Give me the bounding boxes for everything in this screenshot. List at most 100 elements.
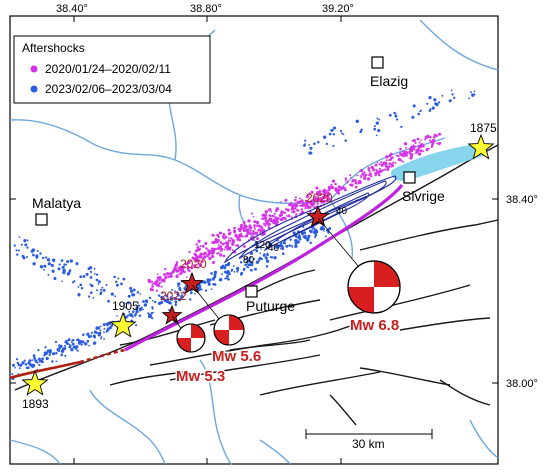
aftershock-dot xyxy=(230,270,233,272)
aftershock-dot xyxy=(300,201,302,204)
aftershock-dot xyxy=(160,281,162,284)
aftershock-dot xyxy=(313,202,316,205)
aftershock-dot xyxy=(344,177,348,180)
aftershock-dot xyxy=(47,273,50,276)
aftershock-dot xyxy=(274,216,277,219)
aftershock-dot xyxy=(300,231,305,236)
aftershock-dot xyxy=(284,198,288,202)
aftershock-dot xyxy=(216,252,219,255)
aftershock-dot xyxy=(435,134,438,138)
aftershock-dot xyxy=(305,194,309,198)
aftershock-dot xyxy=(325,228,330,232)
city-marker-sivrige xyxy=(403,171,416,184)
aftershock-dot xyxy=(129,313,133,317)
aftershock-dot xyxy=(431,138,436,143)
aftershock-dot xyxy=(154,281,157,284)
aftershock-dot xyxy=(75,262,79,266)
aftershock-dot xyxy=(213,273,217,277)
aftershock-dot xyxy=(97,280,101,284)
aftershock-dot xyxy=(417,112,421,116)
aftershock-dot xyxy=(175,261,179,264)
aftershock-dot xyxy=(387,167,390,170)
aftershock-dot xyxy=(38,360,41,363)
aftershock-dot xyxy=(302,202,306,205)
aftershock-dot xyxy=(173,296,176,300)
aftershock-dot xyxy=(197,266,199,269)
aftershock-dot xyxy=(217,251,220,254)
aftershock-dot xyxy=(253,258,256,260)
aftershock-dot xyxy=(282,246,285,248)
legend-label-2023: 2023/02/06–2023/03/04 xyxy=(45,82,172,96)
aftershock-dot xyxy=(404,151,409,155)
aftershock-dot xyxy=(274,218,278,222)
aftershock-dot xyxy=(251,212,254,215)
aftershock-dot xyxy=(323,230,325,232)
aftershock-dot xyxy=(270,215,273,217)
aftershock-dot xyxy=(470,91,473,94)
aftershock-dot xyxy=(110,292,114,296)
aftershock-dot xyxy=(341,132,343,135)
aftershock-dot xyxy=(388,113,392,117)
tick-right-1: 38.40° xyxy=(506,194,538,206)
aftershock-dot xyxy=(222,233,226,236)
aftershock-dot xyxy=(394,114,398,118)
aftershock-dot xyxy=(32,253,35,257)
aftershock-dot xyxy=(20,243,23,246)
aftershock-dot xyxy=(376,161,379,164)
aftershock-dot xyxy=(336,190,340,194)
city-marker-puturge xyxy=(245,285,258,298)
aftershock-dot xyxy=(315,205,318,208)
aftershock-dot xyxy=(297,236,301,240)
aftershock-dot xyxy=(194,260,198,263)
aftershock-dot xyxy=(24,363,28,366)
aftershock-dot xyxy=(211,241,214,244)
aftershock-dot xyxy=(402,161,405,163)
aftershock-dot xyxy=(328,227,332,231)
aftershock-dot xyxy=(130,289,134,293)
aftershock-dot xyxy=(136,301,139,304)
aftershock-dot xyxy=(72,338,75,342)
aftershock-dot xyxy=(344,139,347,142)
beachball-mw53 xyxy=(176,323,206,353)
aftershock-dot xyxy=(242,221,246,224)
aftershock-dot xyxy=(380,161,383,164)
rupture-trace xyxy=(124,183,404,352)
aftershock-dot xyxy=(181,265,185,269)
aftershock-dot xyxy=(428,95,432,100)
aftershock-dot xyxy=(265,265,269,268)
aftershock-dot xyxy=(373,127,377,131)
aftershock-dot xyxy=(158,279,161,282)
aftershock-dot xyxy=(51,361,54,363)
aftershock-dot xyxy=(376,117,379,120)
aftershock-dot xyxy=(294,242,298,245)
aftershock-dot xyxy=(177,294,180,297)
aftershock-dot xyxy=(208,256,212,261)
aftershock-dot xyxy=(15,358,19,361)
aftershock-dot xyxy=(360,176,362,179)
aftershock-dot xyxy=(106,324,109,327)
aftershock-dot xyxy=(431,144,434,147)
aftershock-dot xyxy=(48,351,52,354)
aftershock-dot xyxy=(68,345,72,349)
aftershock-dot xyxy=(54,340,58,344)
aftershock-dot xyxy=(250,232,253,235)
aftershock-dot xyxy=(243,245,246,248)
aftershock-dot xyxy=(405,154,409,157)
aftershock-dot xyxy=(177,267,180,269)
aftershock-dot xyxy=(87,295,91,298)
aftershock-dot xyxy=(190,259,193,262)
aftershock-dot xyxy=(55,360,58,363)
aftershock-dot xyxy=(60,354,63,357)
year-label-1893: 1893 xyxy=(22,397,49,411)
aftershock-dot xyxy=(214,248,217,250)
aftershock-dot xyxy=(322,195,325,198)
aftershock-dot xyxy=(304,143,306,145)
aftershock-dot xyxy=(377,129,381,133)
aftershock-dot xyxy=(410,148,414,152)
aftershock-dot xyxy=(89,283,92,286)
aftershock-dot xyxy=(217,236,220,239)
aftershock-dot xyxy=(74,347,78,350)
aftershock-dot xyxy=(177,285,179,288)
aftershock-dot xyxy=(307,234,311,238)
aftershock-dot xyxy=(259,257,262,260)
